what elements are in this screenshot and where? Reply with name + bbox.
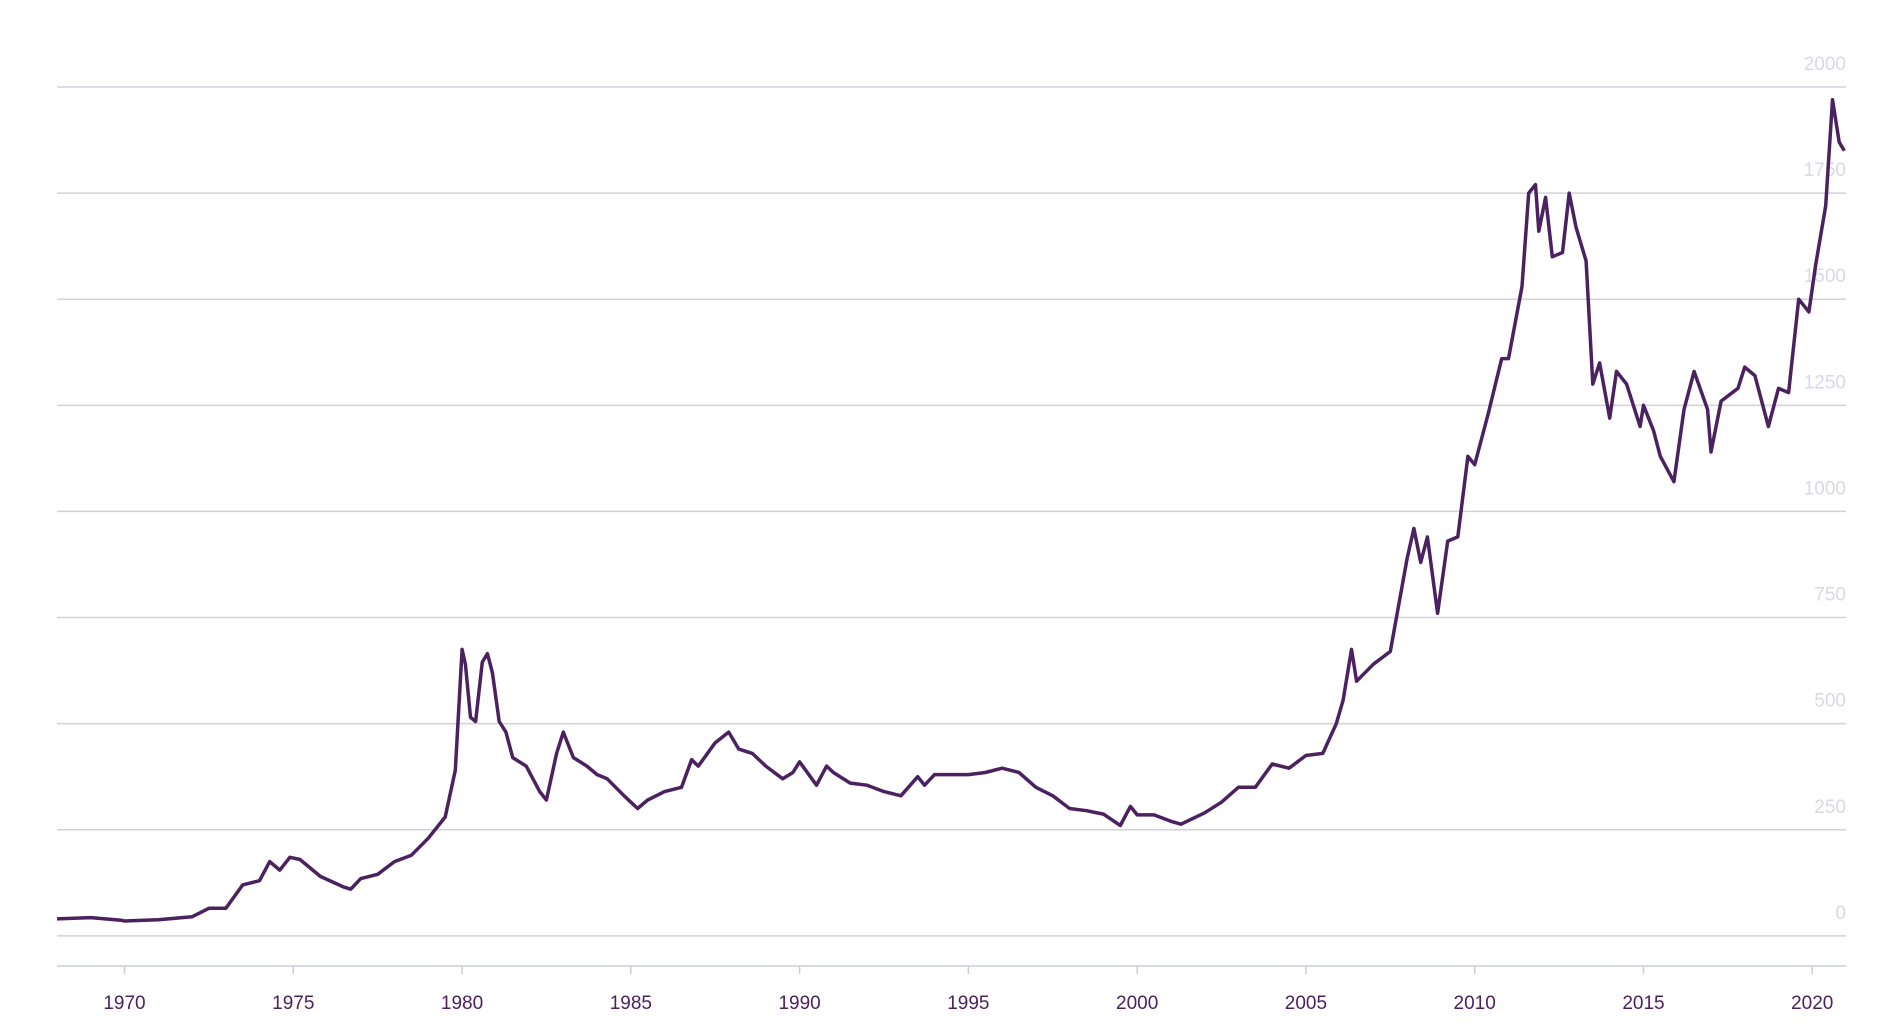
y-tick-label: 0 (1835, 903, 1846, 924)
x-tick-label: 2005 (1285, 993, 1327, 1014)
y-tick-label: 750 (1814, 585, 1846, 606)
x-tick-label: 2000 (1116, 993, 1158, 1014)
x-tick-label: 2020 (1791, 993, 1833, 1014)
y-tick-label: 500 (1814, 691, 1846, 712)
y-tick-label: 1750 (1804, 160, 1846, 181)
x-tick-label: 2015 (1622, 993, 1664, 1014)
y-tick-label: 1500 (1804, 266, 1846, 287)
x-tick-label: 1975 (272, 993, 314, 1014)
x-tick-label: 1985 (610, 993, 652, 1014)
y-tick-label: 1250 (1804, 372, 1846, 393)
y-tick-label: 250 (1814, 797, 1846, 818)
y-tick-label: 1000 (1804, 478, 1846, 499)
x-tick-label: 2010 (1454, 993, 1496, 1014)
x-tick-label: 1995 (947, 993, 989, 1014)
x-tick-label: 1980 (441, 993, 483, 1014)
x-tick-label: 1990 (778, 993, 820, 1014)
x-tick-label: 1970 (103, 993, 145, 1014)
y-tick-label: 2000 (1804, 54, 1846, 75)
price-line (56, 97, 1846, 923)
